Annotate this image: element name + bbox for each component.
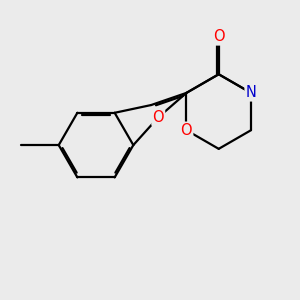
Text: O: O [152,110,164,125]
Text: N: N [246,85,256,100]
Text: O: O [213,29,224,44]
Text: O: O [181,123,192,138]
